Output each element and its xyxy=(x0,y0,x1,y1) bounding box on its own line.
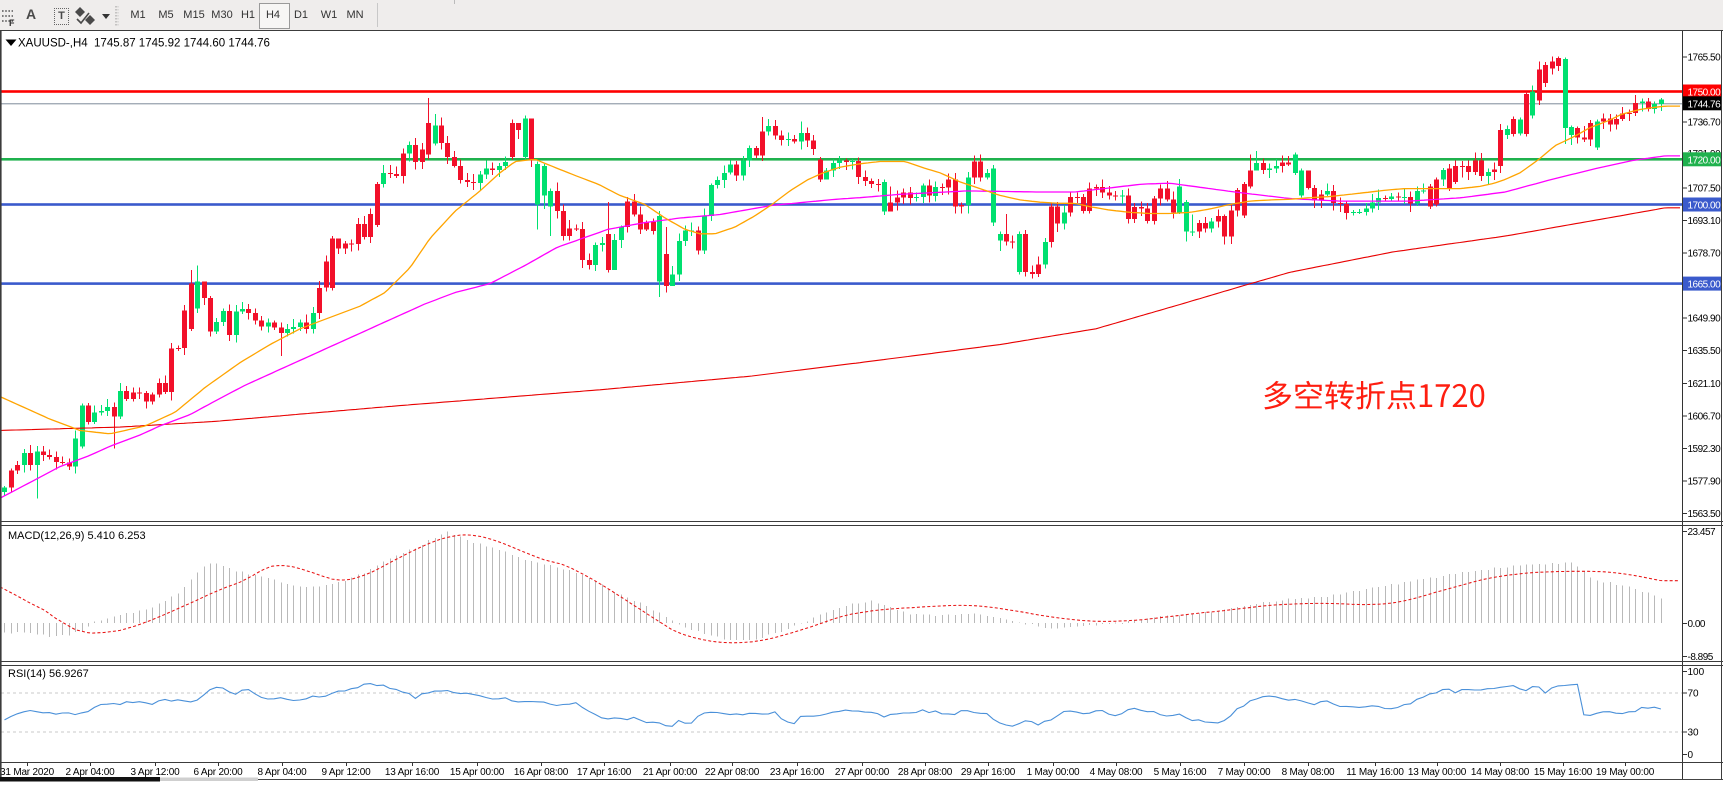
svg-text:1606.70: 1606.70 xyxy=(1688,411,1722,422)
svg-text:4 May 08:00: 4 May 08:00 xyxy=(1090,767,1143,778)
svg-text:23 Apr 16:00: 23 Apr 16:00 xyxy=(770,767,825,778)
svg-text:14 May 08:00: 14 May 08:00 xyxy=(1471,767,1530,778)
svg-text:30: 30 xyxy=(1688,728,1700,739)
svg-text:RSI(14) 56.9267: RSI(14) 56.9267 xyxy=(8,668,89,680)
svg-text:1592.30: 1592.30 xyxy=(1688,444,1722,455)
svg-text:6 Apr 20:00: 6 Apr 20:00 xyxy=(194,767,244,778)
svg-text:1700.00: 1700.00 xyxy=(1688,201,1722,212)
svg-text:1750.00: 1750.00 xyxy=(1688,88,1722,99)
svg-text:28 Apr 08:00: 28 Apr 08:00 xyxy=(898,767,953,778)
svg-text:0: 0 xyxy=(1688,750,1694,761)
svg-text:1665.00: 1665.00 xyxy=(1688,280,1722,291)
svg-text:17 Apr 16:00: 17 Apr 16:00 xyxy=(577,767,632,778)
svg-text:19 May 00:00: 19 May 00:00 xyxy=(1596,767,1655,778)
svg-text:23.457: 23.457 xyxy=(1688,527,1717,538)
svg-text:F: F xyxy=(9,18,15,27)
svg-text:31 Mar 2020: 31 Mar 2020 xyxy=(0,767,55,778)
svg-text:15 Apr 00:00: 15 Apr 00:00 xyxy=(450,767,505,778)
svg-text:1720.00: 1720.00 xyxy=(1688,155,1722,166)
svg-text:0.00: 0.00 xyxy=(1688,619,1706,630)
svg-text:13 May 00:00: 13 May 00:00 xyxy=(1408,767,1467,778)
svg-text:27 Apr 00:00: 27 Apr 00:00 xyxy=(835,767,890,778)
svg-text:1563.50: 1563.50 xyxy=(1688,509,1722,520)
svg-text:16 Apr 08:00: 16 Apr 08:00 xyxy=(514,767,569,778)
svg-text:8 May 08:00: 8 May 08:00 xyxy=(1282,767,1335,778)
svg-text:15 May 16:00: 15 May 16:00 xyxy=(1534,767,1593,778)
svg-text:100: 100 xyxy=(1688,667,1705,678)
svg-text:1707.50: 1707.50 xyxy=(1688,184,1722,195)
svg-text:2 Apr 04:00: 2 Apr 04:00 xyxy=(66,767,116,778)
svg-text:21 Apr 00:00: 21 Apr 00:00 xyxy=(643,767,698,778)
svg-text:MACD(12,26,9) 5.410 6.253: MACD(12,26,9) 5.410 6.253 xyxy=(8,530,146,542)
svg-text:8 Apr 04:00: 8 Apr 04:00 xyxy=(258,767,308,778)
svg-text:1736.70: 1736.70 xyxy=(1688,118,1722,129)
svg-text:70: 70 xyxy=(1688,689,1700,700)
svg-text:XAUUSD-,H4 1745.87 1745.92 17: XAUUSD-,H4 1745.87 1745.92 1744.60 1744.… xyxy=(18,38,270,50)
svg-text:1649.90: 1649.90 xyxy=(1688,314,1722,325)
svg-text:1 May 00:00: 1 May 00:00 xyxy=(1027,767,1080,778)
svg-text:29 Apr 16:00: 29 Apr 16:00 xyxy=(961,767,1016,778)
svg-text:1577.90: 1577.90 xyxy=(1688,476,1722,487)
svg-text:-8.895: -8.895 xyxy=(1688,652,1714,663)
svg-text:9 Apr 12:00: 9 Apr 12:00 xyxy=(322,767,372,778)
svg-text:1744.76: 1744.76 xyxy=(1688,99,1722,110)
svg-text:1621.10: 1621.10 xyxy=(1688,379,1722,390)
svg-text:7 May 00:00: 7 May 00:00 xyxy=(1218,767,1271,778)
svg-text:1693.10: 1693.10 xyxy=(1688,216,1722,227)
svg-text:22 Apr 08:00: 22 Apr 08:00 xyxy=(705,767,760,778)
svg-text:1635.50: 1635.50 xyxy=(1688,346,1722,357)
svg-text:1765.50: 1765.50 xyxy=(1688,52,1722,63)
svg-text:3 Apr 12:00: 3 Apr 12:00 xyxy=(131,767,181,778)
svg-text:1678.70: 1678.70 xyxy=(1688,249,1722,260)
svg-text:13 Apr 16:00: 13 Apr 16:00 xyxy=(385,767,440,778)
svg-text:11 May 16:00: 11 May 16:00 xyxy=(1346,767,1404,778)
svg-text:5 May 16:00: 5 May 16:00 xyxy=(1154,767,1207,778)
